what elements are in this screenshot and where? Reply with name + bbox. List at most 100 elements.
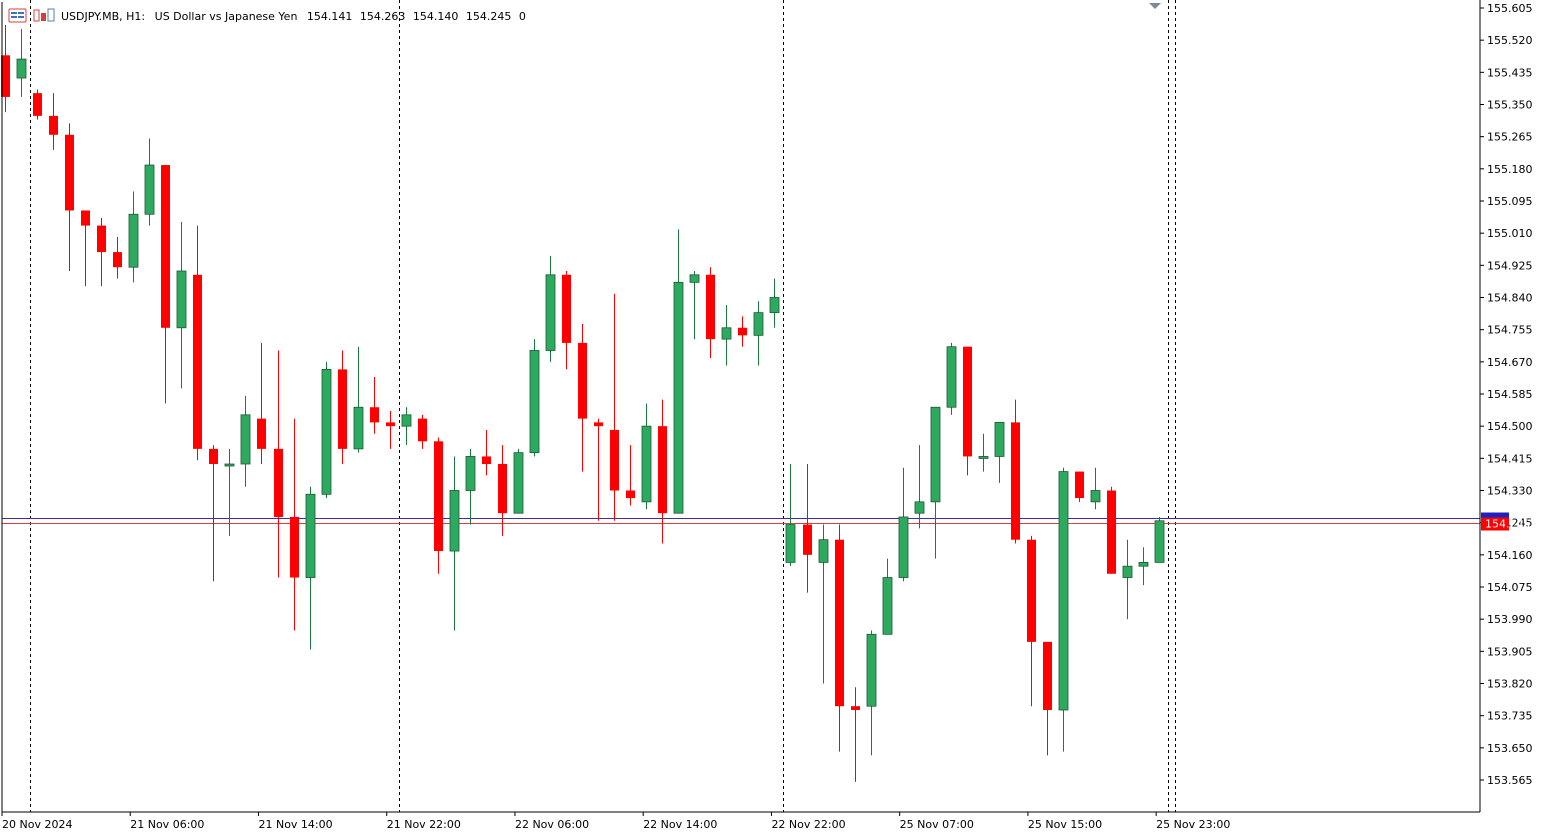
bullish-candle xyxy=(641,403,652,510)
candle-body xyxy=(513,452,524,514)
price-tick-label: 155.350 xyxy=(1487,99,1533,112)
ohlc-high: 154.263 xyxy=(360,10,406,23)
bullish-candle xyxy=(449,456,460,631)
candle-body xyxy=(465,456,476,491)
candle-body xyxy=(176,270,187,329)
bullish-candle xyxy=(529,339,540,457)
price-tick-label: 155.605 xyxy=(1487,2,1533,15)
candle-body xyxy=(16,58,27,79)
bearish-candle xyxy=(498,445,507,536)
bullish-candle xyxy=(128,191,139,283)
candle-body xyxy=(97,225,106,253)
tick-volume: 0 xyxy=(519,10,526,23)
candle-body xyxy=(818,539,829,563)
bullish-candle xyxy=(753,301,764,366)
symbol-label: USDJPY.MB, H1: xyxy=(61,10,145,23)
bearish-candle xyxy=(386,411,395,449)
bearish-candle xyxy=(1043,641,1052,756)
bearish-candle xyxy=(1107,486,1116,574)
bearish-candle xyxy=(706,267,715,359)
bearish-candle xyxy=(578,323,587,472)
price-tick-label: 155.095 xyxy=(1487,195,1533,208)
price-tick-label: 155.520 xyxy=(1487,34,1533,47)
price-tick-label: 155.435 xyxy=(1487,66,1533,79)
candle-body xyxy=(240,414,251,465)
bearish-candle xyxy=(113,236,122,279)
candle-body xyxy=(689,274,700,283)
candle-body xyxy=(963,346,972,457)
bullish-candle xyxy=(1058,467,1069,752)
candle-body xyxy=(610,429,619,491)
bullish-candle xyxy=(144,138,155,226)
candle-body xyxy=(946,346,957,408)
time-tick-label: 22 Nov 22:00 xyxy=(771,818,845,831)
price-tick-label: 153.820 xyxy=(1487,678,1533,691)
candle-body xyxy=(1090,490,1101,503)
price-tick-label: 153.735 xyxy=(1487,710,1533,723)
bullish-candle xyxy=(1122,539,1133,620)
bearish-candle xyxy=(738,316,747,347)
candle-body xyxy=(33,93,42,116)
candle-body xyxy=(386,422,395,427)
candle-body xyxy=(706,274,715,340)
bullish-candle xyxy=(785,464,796,567)
candle-body xyxy=(626,490,635,499)
price-tick-label: 155.010 xyxy=(1487,227,1533,240)
candle-body xyxy=(1122,565,1133,578)
candle-body xyxy=(673,281,684,514)
candle-body xyxy=(1043,641,1052,710)
bullish-candle xyxy=(914,445,925,529)
chart-shift-marker[interactable] xyxy=(1149,3,1161,9)
bullish-candle xyxy=(465,448,476,525)
price-lines xyxy=(2,518,1480,524)
candle-body xyxy=(785,524,796,563)
indicators-icon[interactable] xyxy=(33,8,55,22)
candle-body xyxy=(193,274,202,449)
candle-body xyxy=(338,369,347,449)
bullish-candle xyxy=(994,421,1005,483)
bearish-candle xyxy=(594,418,603,521)
price-tick-label: 154.670 xyxy=(1487,356,1533,369)
ohlc-low: 154.140 xyxy=(413,10,459,23)
bearish-candle xyxy=(963,346,972,476)
price-tick-label: 154.925 xyxy=(1487,259,1533,272)
price-tick-label: 154.160 xyxy=(1487,549,1533,562)
candle-body xyxy=(498,464,507,514)
bullish-candle xyxy=(401,407,412,446)
bearish-candle xyxy=(418,414,427,449)
bullish-candle xyxy=(1090,467,1101,510)
ohlc-open: 154.141 xyxy=(307,10,353,23)
bearish-candle xyxy=(434,437,443,574)
candle-body xyxy=(882,577,893,635)
bullish-candle xyxy=(882,558,893,635)
bearish-candle xyxy=(257,342,266,465)
bullish-candle xyxy=(16,28,27,97)
bearish-candle xyxy=(370,376,379,434)
bearish-candle xyxy=(658,399,667,544)
bullish-candle xyxy=(353,346,364,453)
candle-body xyxy=(803,524,812,555)
candle-body xyxy=(401,414,412,427)
bullish-candle xyxy=(930,406,941,559)
bullish-candle xyxy=(305,486,316,650)
bullish-candle xyxy=(898,467,909,582)
bearish-candle xyxy=(1011,399,1020,544)
candle-body xyxy=(753,312,764,336)
candle-body xyxy=(370,407,379,423)
candle-body xyxy=(49,115,58,135)
bullish-candle xyxy=(176,221,187,389)
bid-price-label: 154.245 xyxy=(1485,518,1531,531)
candle-body xyxy=(321,369,332,495)
price-axis[interactable]: 155.605 155.520 155.435 155.350 155.265 155.1… xyxy=(1480,2,1533,787)
candle-body xyxy=(418,418,427,442)
bearish-candle xyxy=(626,445,635,506)
bearish-candle xyxy=(193,225,202,461)
time-axis[interactable]: 20 Nov 2024 21 Nov 06:00 21 Nov 14:00 21 No… xyxy=(1,812,1230,831)
bearish-candle xyxy=(1,25,10,113)
chart-menu-icon[interactable] xyxy=(8,8,27,23)
candle-body xyxy=(994,421,1005,457)
bearish-candle xyxy=(338,350,347,465)
candle-body xyxy=(113,252,122,268)
candle-body xyxy=(274,448,283,517)
